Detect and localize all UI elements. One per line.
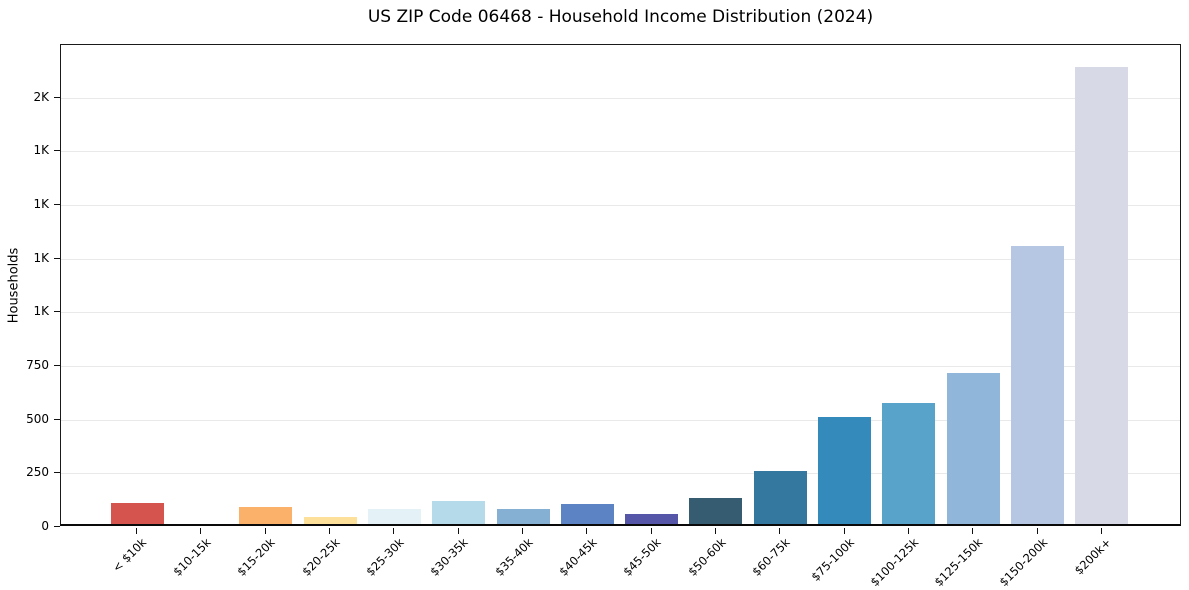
x-tick-mark <box>136 528 138 534</box>
y-tick-label: 1K <box>33 304 49 319</box>
x-tick-mark <box>907 528 909 534</box>
y-tick-mark <box>54 364 60 366</box>
bar-100-125k <box>882 402 936 524</box>
x-tick-label: $50-60k <box>684 535 729 579</box>
y-tick-mark <box>54 150 60 152</box>
x-tick-mark <box>200 528 202 534</box>
gridline <box>61 419 1180 421</box>
x-tick-label: $200k+ <box>1071 535 1115 578</box>
bar-45-50k <box>625 513 679 524</box>
y-tick-mark <box>54 418 60 420</box>
bar-25-30k <box>367 508 421 524</box>
x-tick-label: $15-20k <box>234 535 278 579</box>
y-tick-label: 2K <box>33 89 49 104</box>
x-tick-label: $45-50k <box>620 535 664 579</box>
bar-10k <box>110 502 164 524</box>
x-tick-mark <box>264 528 266 534</box>
bar-15-20k <box>239 507 293 524</box>
gridline <box>61 312 1180 314</box>
chart-title: US ZIP Code 06468 - Household Income Dis… <box>367 7 874 27</box>
x-tick-label: $20-25k <box>298 535 343 579</box>
x-tick-label: $75-100k <box>808 535 857 584</box>
y-tick-label: 0 <box>41 519 49 533</box>
x-tick-label: $10-15k <box>170 535 214 579</box>
y-tick-mark <box>54 203 60 205</box>
gridline <box>61 473 1180 475</box>
gridline <box>61 258 1180 260</box>
x-tick-mark <box>393 528 395 534</box>
bar-150-200k <box>1011 245 1065 524</box>
x-tick-label: $30-35k <box>427 535 471 579</box>
bar-125-150k <box>946 372 1000 524</box>
y-tick-label: 250 <box>26 465 49 480</box>
x-tick-mark <box>843 528 845 534</box>
plot-area <box>60 44 1181 526</box>
x-tick-mark <box>972 528 974 534</box>
y-tick-label: 500 <box>26 411 49 426</box>
x-tick-label: $100-125k <box>867 535 922 590</box>
bar-50-60k <box>689 498 743 524</box>
y-axis-label: Households <box>6 44 22 526</box>
y-tick-mark <box>54 257 60 259</box>
y-tick-mark <box>54 96 60 98</box>
x-tick-mark <box>522 528 524 534</box>
x-tick-label: $125-150k <box>931 535 986 590</box>
x-tick-mark <box>779 528 781 534</box>
x-tick-mark <box>1036 528 1038 534</box>
y-tick-label: 1K <box>33 143 49 158</box>
x-tick-label: $35-40k <box>491 535 536 579</box>
gridline <box>61 97 1180 99</box>
x-tick-label: $25-30k <box>363 535 407 579</box>
y-tick-label: 1K <box>33 196 49 211</box>
x-tick-label: $60-75k <box>749 535 793 579</box>
y-tick-mark <box>54 526 60 527</box>
gridline <box>61 204 1180 206</box>
bar-40-45k <box>560 504 614 524</box>
gridline <box>61 365 1180 367</box>
x-tick-mark <box>329 528 331 534</box>
bar-30-35k <box>432 501 486 524</box>
x-tick-mark <box>457 528 459 534</box>
bar-20-25k <box>303 516 357 524</box>
y-tick-mark <box>54 311 60 313</box>
x-tick-mark <box>650 528 652 534</box>
gridline <box>61 151 1180 153</box>
bar-35-40k <box>496 508 550 524</box>
x-tick-label: $40-45k <box>556 535 600 579</box>
x-tick-label: < $10k <box>109 535 150 575</box>
bar-60-75k <box>753 470 807 524</box>
x-tick-mark <box>714 528 716 534</box>
bar-200k <box>1075 66 1129 524</box>
y-tick-label: 1K <box>33 250 49 265</box>
y-tick-mark <box>54 472 60 474</box>
y-tick-label: 750 <box>26 357 49 372</box>
bar-75-100k <box>818 416 872 524</box>
x-tick-label: $150-200k <box>995 535 1050 590</box>
x-tick-mark <box>1100 528 1102 534</box>
x-tick-mark <box>586 528 588 534</box>
